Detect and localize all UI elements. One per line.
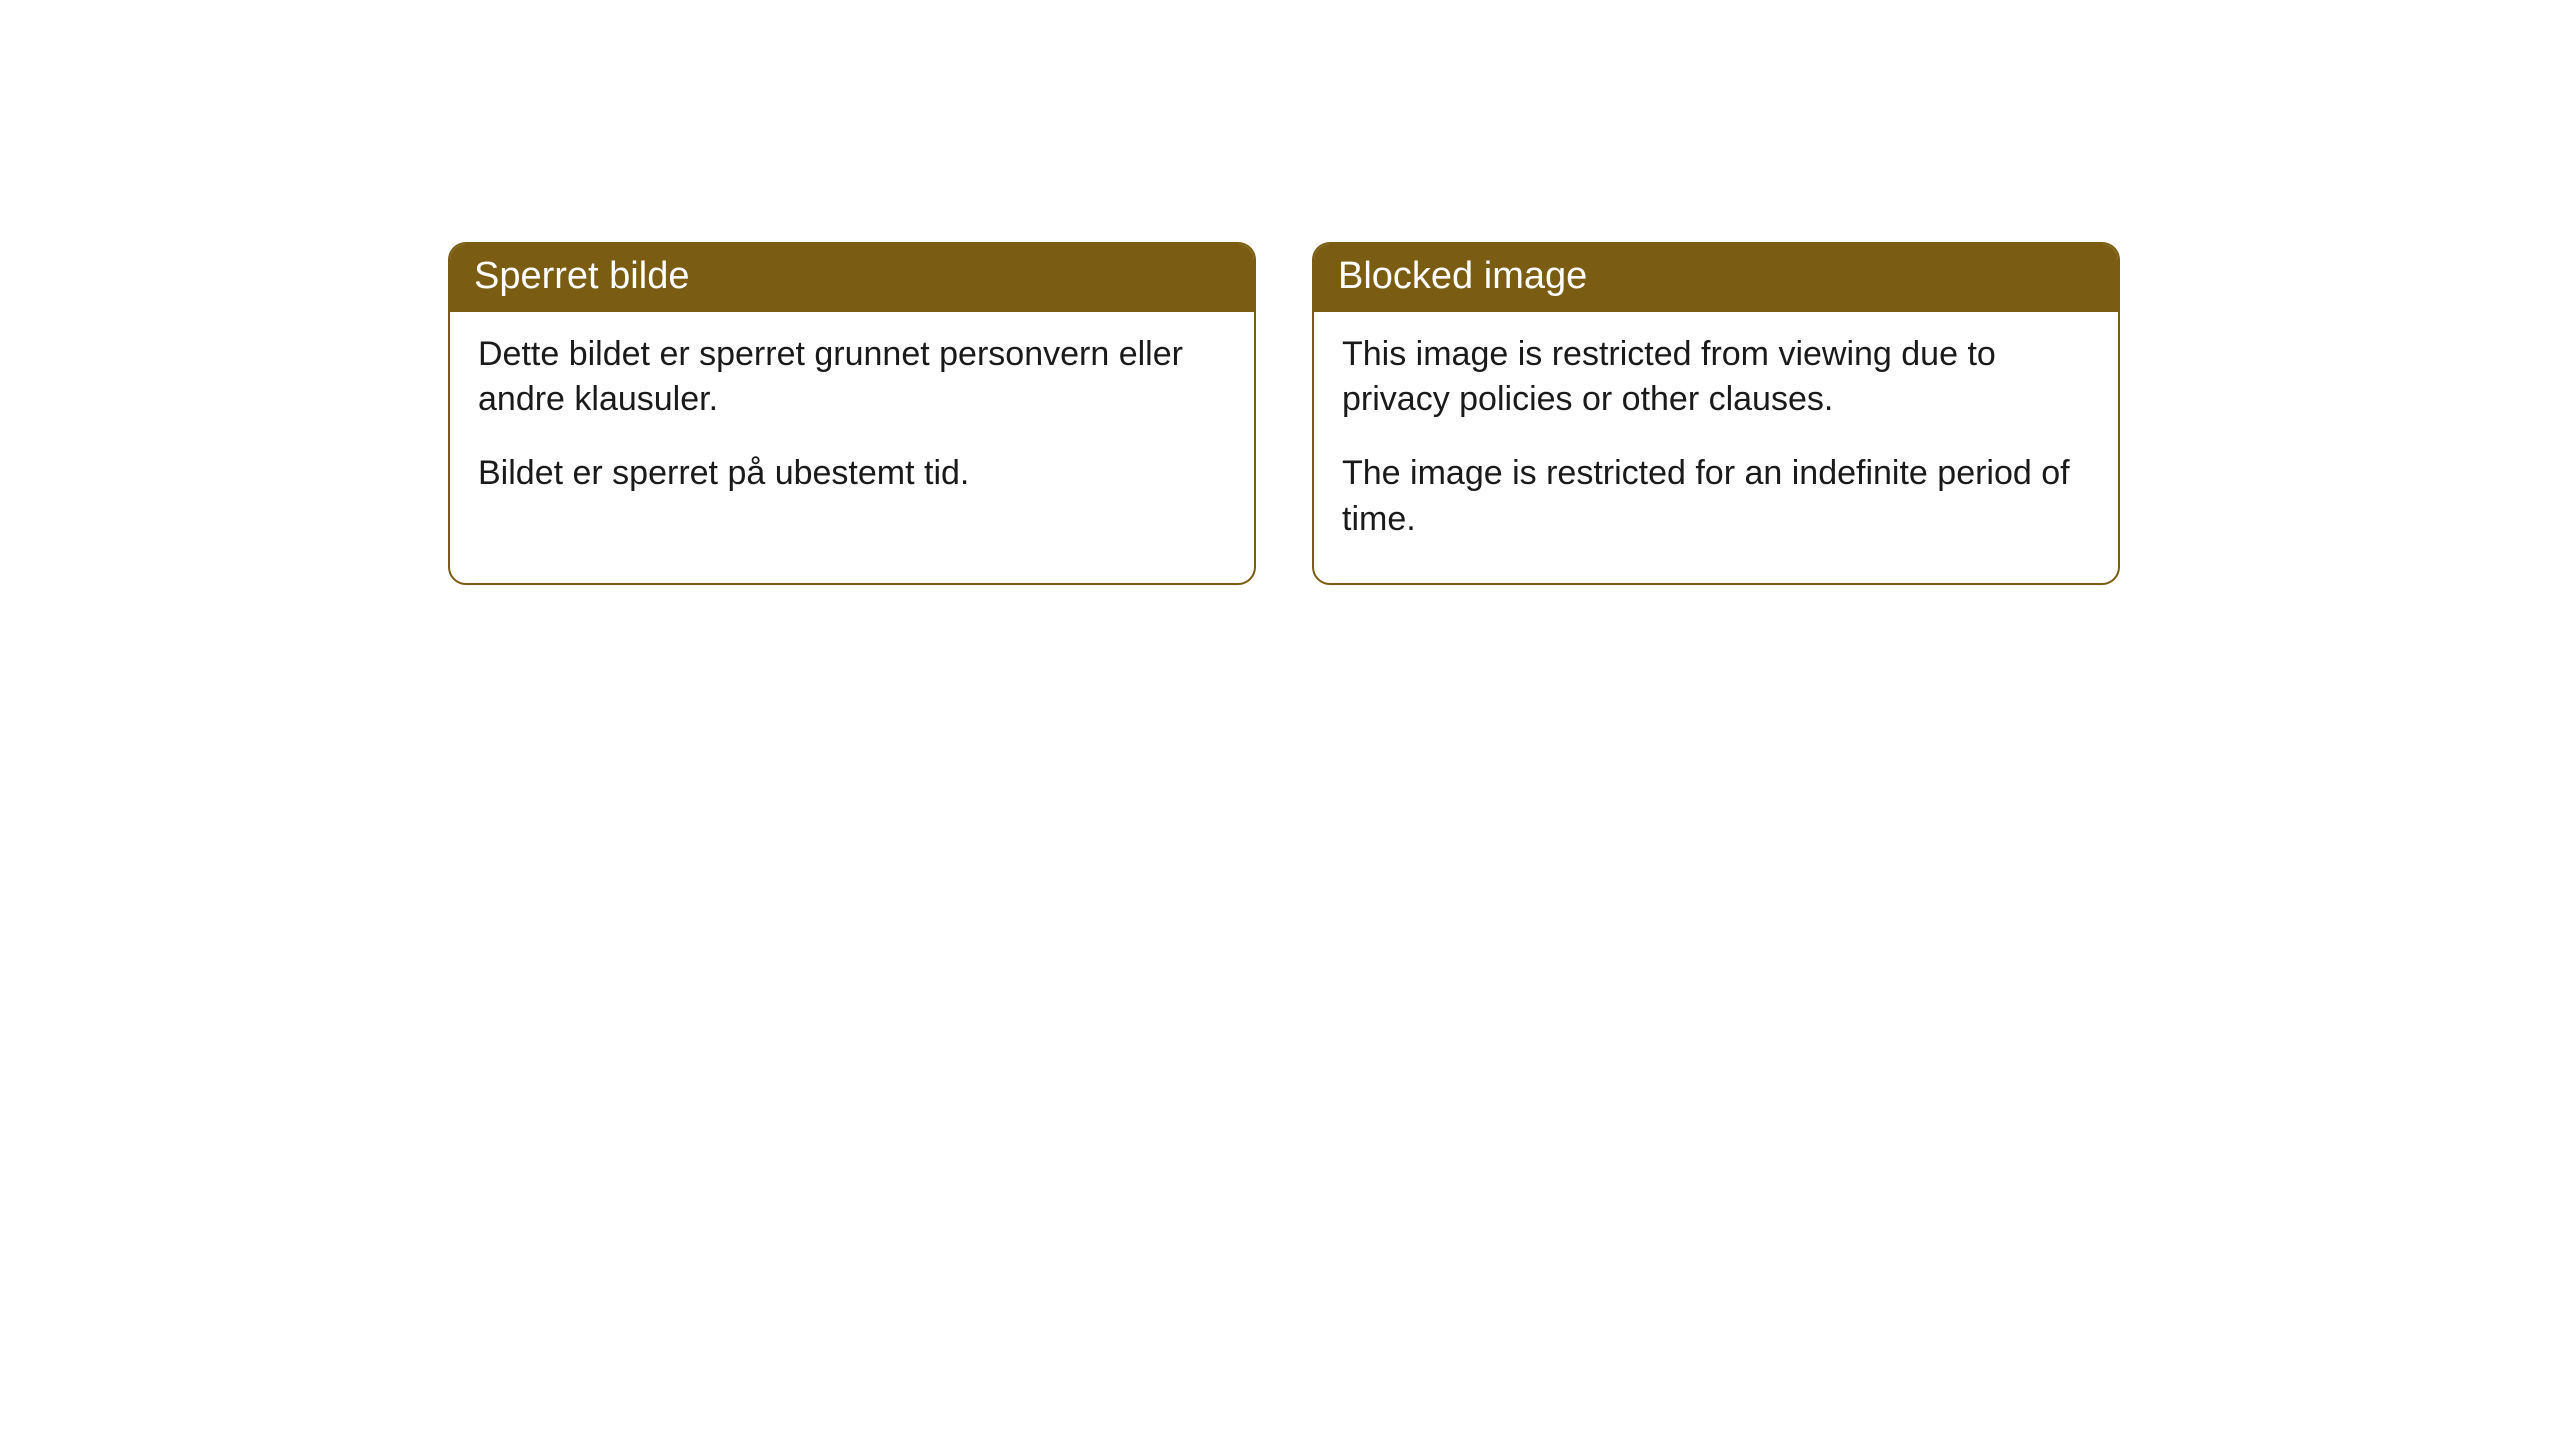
card-body: Dette bildet er sperret grunnet personve…: [450, 312, 1254, 538]
card-title: Sperret bilde: [474, 255, 689, 297]
card-paragraph-1: Dette bildet er sperret grunnet personve…: [478, 332, 1226, 424]
card-paragraph-1: This image is restricted from viewing du…: [1342, 332, 2090, 424]
blocked-image-card-norwegian: Sperret bilde Dette bildet er sperret gr…: [448, 242, 1256, 585]
card-body: This image is restricted from viewing du…: [1314, 312, 2118, 584]
blocked-image-card-english: Blocked image This image is restricted f…: [1312, 242, 2120, 585]
card-title: Blocked image: [1338, 255, 1587, 297]
notice-cards-container: Sperret bilde Dette bildet er sperret gr…: [448, 242, 2120, 585]
card-header: Blocked image: [1314, 244, 2118, 312]
card-paragraph-2: The image is restricted for an indefinit…: [1342, 451, 2090, 543]
card-paragraph-2: Bildet er sperret på ubestemt tid.: [478, 451, 1226, 497]
card-header: Sperret bilde: [450, 244, 1254, 312]
